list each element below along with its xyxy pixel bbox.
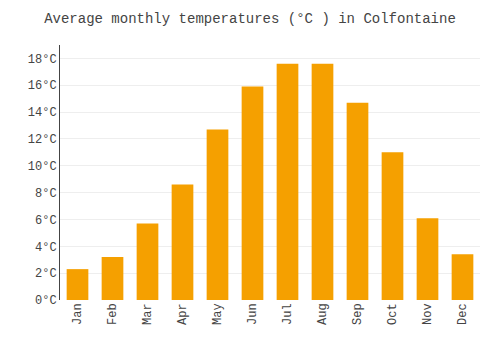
svg-text:Feb: Feb <box>106 303 120 325</box>
svg-text:4°C: 4°C <box>35 241 57 255</box>
svg-text:2°C: 2°C <box>35 267 57 281</box>
svg-text:Oct: Oct <box>386 303 400 325</box>
svg-text:16°C: 16°C <box>28 79 57 93</box>
svg-text:8°C: 8°C <box>35 187 57 201</box>
svg-text:6°C: 6°C <box>35 214 57 228</box>
svg-text:Apr: Apr <box>176 303 190 325</box>
svg-text:10°C: 10°C <box>28 160 57 174</box>
svg-text:Aug: Aug <box>316 303 330 325</box>
svg-text:12°C: 12°C <box>28 133 57 147</box>
svg-text:Jul: Jul <box>281 303 295 325</box>
svg-text:Dec: Dec <box>456 303 470 325</box>
svg-text:Sep: Sep <box>351 303 365 325</box>
svg-text:Jun: Jun <box>246 303 260 325</box>
svg-text:14°C: 14°C <box>28 106 57 120</box>
svg-text:18°C: 18°C <box>28 53 57 67</box>
svg-text:Nov: Nov <box>421 303 435 325</box>
svg-text:May: May <box>211 303 225 325</box>
svg-text:0°C: 0°C <box>35 294 57 308</box>
svg-text:Average monthly temperatures (: Average monthly temperatures (°C ) in Co… <box>44 11 456 27</box>
svg-text:Jan: Jan <box>71 303 85 325</box>
svg-text:Mar: Mar <box>141 303 155 325</box>
